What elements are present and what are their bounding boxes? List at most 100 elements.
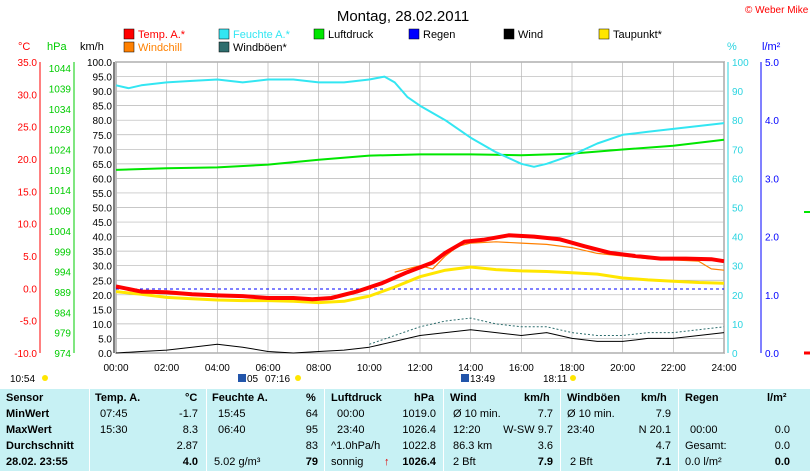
pressure-tick: 979 <box>54 329 71 340</box>
wind-tick: 0.0 <box>98 349 112 360</box>
current-gust-value: 7.1 <box>655 456 671 468</box>
rain-total-label: Gesamt: <box>685 440 727 452</box>
hdr-wind: Wind <box>450 392 477 404</box>
pressure-tick: 994 <box>54 268 71 279</box>
time-tick: 14:00 <box>458 363 483 374</box>
event-time-2: 13:49 <box>470 374 495 385</box>
legend-orange-square-icon <box>123 41 135 53</box>
max-wind-value: W-SW 9.7 <box>503 424 553 436</box>
humid-tick: 70 <box>732 145 744 156</box>
humid-tick: 80 <box>732 116 744 127</box>
hdr-press-unit: hPa <box>414 392 435 404</box>
event-time-3: 18:11 <box>543 374 568 385</box>
left-axes: 35.0 30.0 25.0 20.0 15.0 10.0 5.0 0.0 -5.0 -10.0 1… <box>14 58 115 360</box>
max-humid-value: 95 <box>305 424 318 436</box>
moon-icon <box>238 374 246 382</box>
current-wind-value: 7.9 <box>537 456 553 468</box>
weather-state: sonnig <box>331 456 364 468</box>
rain-total-value: 0.0 <box>774 440 790 452</box>
humid-tick: 30 <box>732 262 744 273</box>
wind-tick: 15.0 <box>93 305 113 316</box>
max-wind-time: 12:20 <box>453 424 481 436</box>
time-axis: 00:00 02:00 04:00 06:00 08:00 10:00 12:00 14:00… <box>103 363 736 374</box>
temp-tick: -10.0 <box>14 349 37 360</box>
rain-tick: 4.0 <box>765 116 779 127</box>
hdr-temp-unit: °C <box>185 392 198 404</box>
rain-time: 00:00 <box>690 424 718 436</box>
legend-label: Windböen* <box>233 42 288 54</box>
wind-tick: 45.0 <box>93 218 113 229</box>
series-lines <box>115 75 725 354</box>
hdr-gust-unit: km/h <box>641 392 667 404</box>
weather-chart: Montag, 28.02.2011 © Weber Mike °C hPa k… <box>10 5 810 385</box>
sunset-icon <box>570 375 576 381</box>
pressure-tick: 974 <box>54 349 71 360</box>
pressure-tick: 984 <box>54 308 71 319</box>
wind-tick: 95.0 <box>93 73 113 84</box>
hdr-humid: Feuchte A. <box>212 392 268 404</box>
pressure-tick: 999 <box>54 247 71 258</box>
legend-label: Taupunkt* <box>613 29 663 41</box>
max-gust-time: 23:40 <box>567 424 595 436</box>
max-press-time: 23:40 <box>337 424 365 436</box>
series-luftdruck <box>115 138 725 171</box>
legend-label: Wind <box>518 29 543 41</box>
current-wind-bft: 2 Bft <box>453 456 476 468</box>
wind-tick: 55.0 <box>93 189 113 200</box>
current-press-value: 1026.4 <box>402 456 436 468</box>
min-temp-time: 07:45 <box>100 408 128 420</box>
time-tick: 24:00 <box>711 363 736 374</box>
wind-tick: 20.0 <box>93 291 113 302</box>
avg-gust-value: 4.7 <box>655 440 671 452</box>
row-label-max: MaxWert <box>6 424 52 436</box>
legend-label: Windchill <box>138 42 182 54</box>
temp-tick: 5.0 <box>23 252 37 263</box>
row-label-current: 28.02. 23:55 <box>6 456 68 468</box>
time-tick: 08:00 <box>306 363 331 374</box>
legend-black-square-icon <box>503 28 515 40</box>
time-tick: 02:00 <box>154 363 179 374</box>
press-trend: ^1.0hPa/h <box>331 440 381 452</box>
legend-label: Temp. A.* <box>138 29 186 41</box>
min-press-value: 1019.0 <box>402 408 436 420</box>
legend-label: Feuchte A.* <box>233 29 291 41</box>
temp-tick: -5.0 <box>20 317 38 328</box>
legend-cyan-square-icon <box>218 28 230 40</box>
wind-tick: 100.0 <box>87 58 112 69</box>
min-temp-value: -1.7 <box>179 408 198 420</box>
wind-tick: 80.0 <box>93 116 113 127</box>
wind-unit-label: km/h <box>80 41 104 53</box>
temp-tick: 20.0 <box>18 155 38 166</box>
series-wind <box>115 329 725 354</box>
temp-tick: 15.0 <box>18 187 38 198</box>
wind-tick: 25.0 <box>93 276 113 287</box>
humid-tick: 90 <box>732 87 744 98</box>
sun-marker-icon <box>295 375 301 381</box>
current-gust-bft: 2 Bft <box>570 456 593 468</box>
avg-temp-value: 2.87 <box>176 440 198 452</box>
legend-green-square-icon <box>313 28 325 40</box>
legend-blue-square-icon <box>408 28 420 40</box>
time-tick: 16:00 <box>509 363 534 374</box>
wind-tick: 10.0 <box>93 320 113 331</box>
rain-tick: 1.0 <box>765 291 779 302</box>
wind-tick: 35.0 <box>93 247 113 258</box>
humid-tick: 0 <box>732 349 738 360</box>
temp-tick: 35.0 <box>18 58 38 69</box>
moon-marker-icon <box>461 374 469 382</box>
max-humid-time: 06:40 <box>218 424 246 436</box>
series-feuchte-a <box>115 75 725 168</box>
wind-distance: 86.3 km <box>453 440 493 452</box>
temp-tick: 10.0 <box>18 220 38 231</box>
sunrise-time: 10:54 <box>10 374 35 385</box>
wind-tick: 90.0 <box>93 87 113 98</box>
current-temp-value: 4.0 <box>182 456 198 468</box>
hdr-press: Luftdruck <box>331 392 382 404</box>
hdr-rain: Regen <box>685 392 719 404</box>
legend-label: Luftdruck <box>328 29 374 41</box>
pressure-tick: 1044 <box>49 64 72 75</box>
wind-tick: 40.0 <box>93 233 113 244</box>
pressure-unit-label: hPa <box>47 41 67 53</box>
avg-wind-value: 3.6 <box>537 440 553 452</box>
